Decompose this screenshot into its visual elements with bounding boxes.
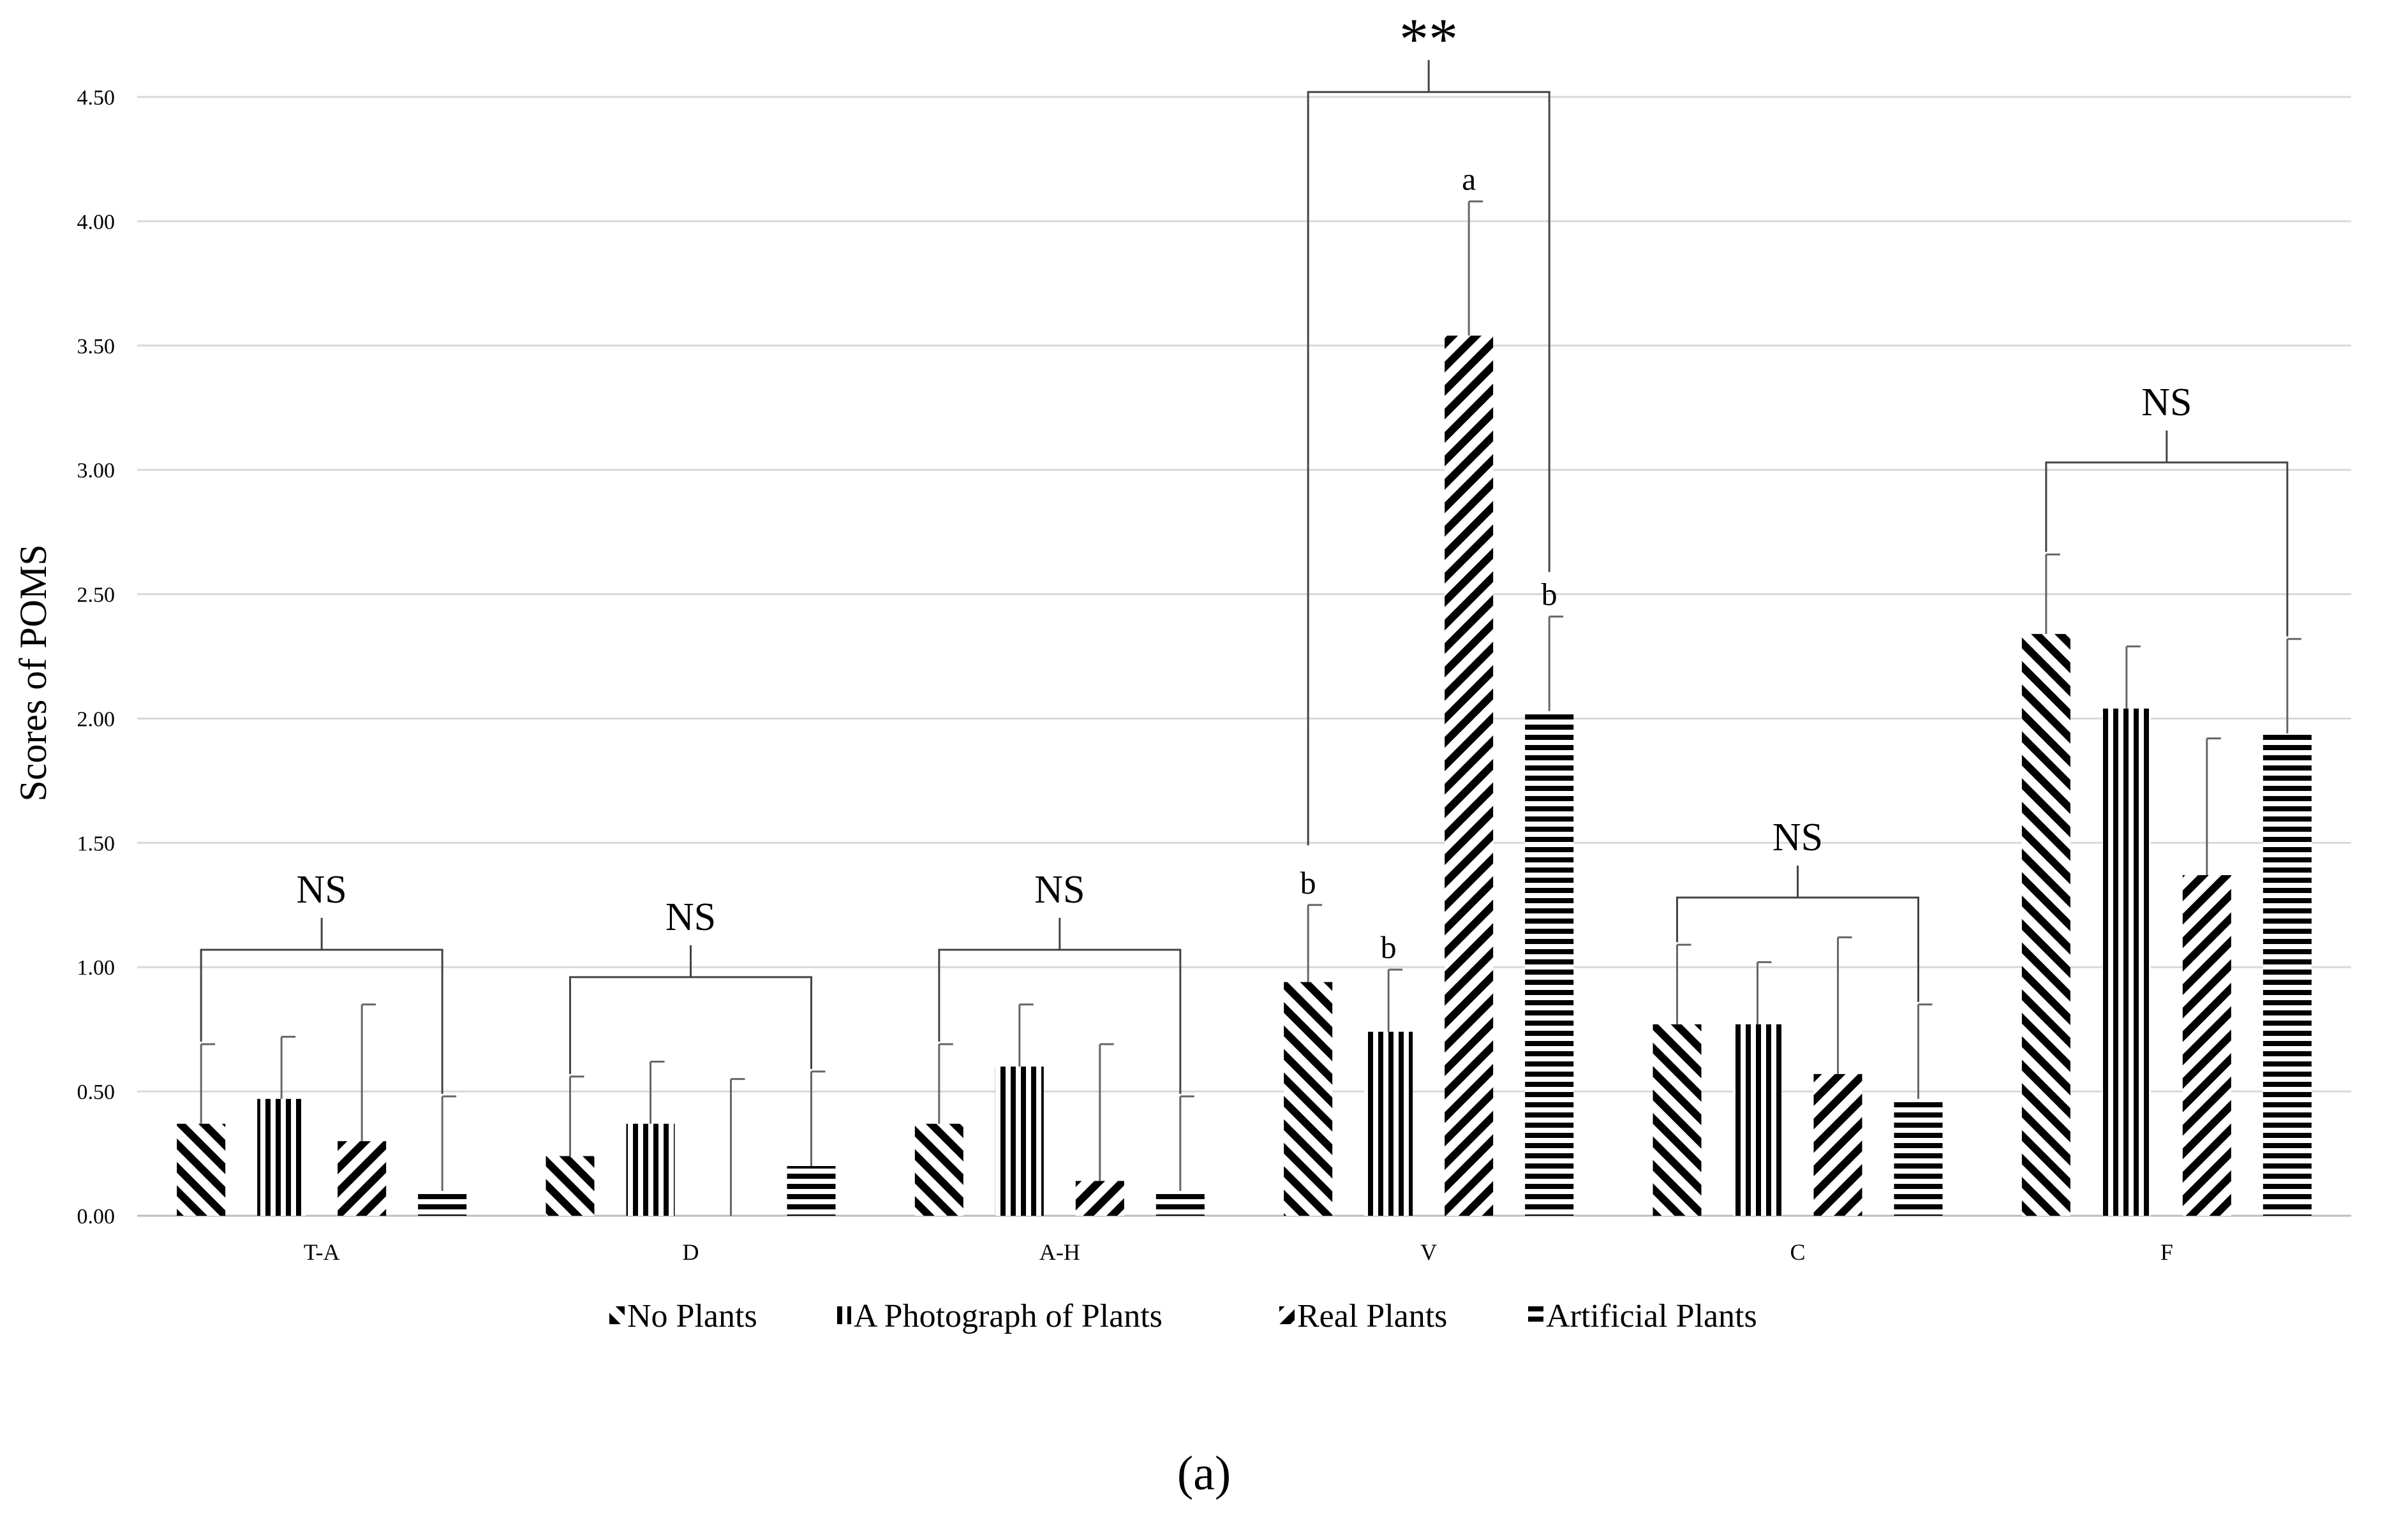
bar <box>1156 1191 1205 1216</box>
bar <box>338 1141 387 1216</box>
bar <box>914 1123 963 1216</box>
category-label: C <box>1790 1239 1805 1265</box>
significance-stars: ** <box>1399 6 1458 71</box>
bar <box>2102 708 2151 1216</box>
x-axis-categories: T-A D A-H V C F <box>304 1239 2173 1265</box>
bar <box>257 1098 306 1216</box>
bar <box>1813 1074 1862 1216</box>
legend-label: No Plants <box>627 1298 757 1334</box>
legend-label: Artificial Plants <box>1546 1298 1757 1334</box>
bar <box>2021 633 2070 1216</box>
legend-label: Real Plants <box>1297 1298 1447 1334</box>
bars <box>177 336 2312 1216</box>
bar <box>1733 1024 1782 1216</box>
significance-bracket <box>569 976 812 1074</box>
y-tick-label: 3.00 <box>77 459 115 483</box>
significance-ns: NS <box>1773 816 1823 859</box>
bar <box>995 1066 1044 1216</box>
category-label: F <box>2160 1239 2173 1265</box>
posthoc-letter: b <box>1542 577 1557 612</box>
y-tick-label: 4.50 <box>77 86 115 110</box>
bar <box>626 1123 675 1216</box>
significance-bracket <box>938 948 1182 1094</box>
bar <box>546 1156 595 1216</box>
category-label: A-H <box>1039 1239 1080 1265</box>
bar <box>177 1123 226 1216</box>
posthoc-letter: b <box>1381 929 1397 965</box>
y-axis-label: Scores of POMS <box>12 544 54 801</box>
legend-swatch <box>609 1306 625 1324</box>
posthoc-letter: a <box>1462 161 1476 197</box>
significance-bracket <box>200 948 443 1094</box>
significance-bracket <box>1307 91 1550 846</box>
significance-ns: NS <box>297 868 347 911</box>
bar <box>418 1191 467 1216</box>
bar <box>2263 733 2312 1216</box>
bar <box>1894 1098 1943 1216</box>
significance-ns: NS <box>2141 381 2192 424</box>
bar <box>1525 711 1574 1216</box>
significance-bracket <box>1676 896 1919 1002</box>
significance-ns: NS <box>1034 868 1085 911</box>
legend-item: No Plants <box>609 1298 757 1334</box>
y-tick-label: 0.50 <box>77 1081 115 1104</box>
bar <box>787 1166 836 1216</box>
significance-bracket <box>2045 461 2289 637</box>
y-tick-label: 2.50 <box>77 584 115 607</box>
gridlines <box>137 96 2351 1217</box>
bar <box>1075 1181 1124 1216</box>
y-tick-label: 1.00 <box>77 956 115 980</box>
legend-swatch <box>1279 1306 1295 1324</box>
legend: No Plants A Photograph of Plants Real Plan… <box>609 1298 1757 1334</box>
bar <box>1284 982 1333 1216</box>
y-tick-label: 3.50 <box>77 335 115 358</box>
bar <box>1364 1031 1413 1216</box>
category-label: V <box>1420 1239 1437 1265</box>
y-axis-ticks: 0.00 0.50 1.00 1.50 2.00 2.50 3.00 3.50 4.00 4.50 <box>77 86 115 1229</box>
bar <box>1653 1024 1702 1216</box>
y-tick-label: 1.50 <box>77 832 115 855</box>
category-label: D <box>683 1239 699 1265</box>
y-tick-label: 0.00 <box>77 1205 115 1229</box>
error-bars <box>200 200 2301 1216</box>
bar <box>1445 336 1494 1216</box>
bar <box>2182 875 2231 1216</box>
legend-label: A Photograph of Plants <box>854 1298 1163 1334</box>
significance-ns: NS <box>665 896 716 939</box>
y-tick-label: 4.00 <box>77 210 115 234</box>
category-label: T-A <box>304 1239 340 1265</box>
posthoc-letter: b <box>1300 865 1316 901</box>
y-tick-label: 2.00 <box>77 707 115 731</box>
legend-item: Artificial Plants <box>1528 1298 1757 1334</box>
panel-label: (a) <box>1177 1447 1231 1500</box>
significance-brackets: NS NS NS ** NS NS b b a b <box>200 6 2289 1094</box>
legend-item: Real Plants <box>1279 1298 1447 1334</box>
legend-swatch <box>836 1306 851 1324</box>
legend-swatch <box>1528 1306 1543 1324</box>
legend-item: A Photograph of Plants <box>836 1298 1163 1334</box>
